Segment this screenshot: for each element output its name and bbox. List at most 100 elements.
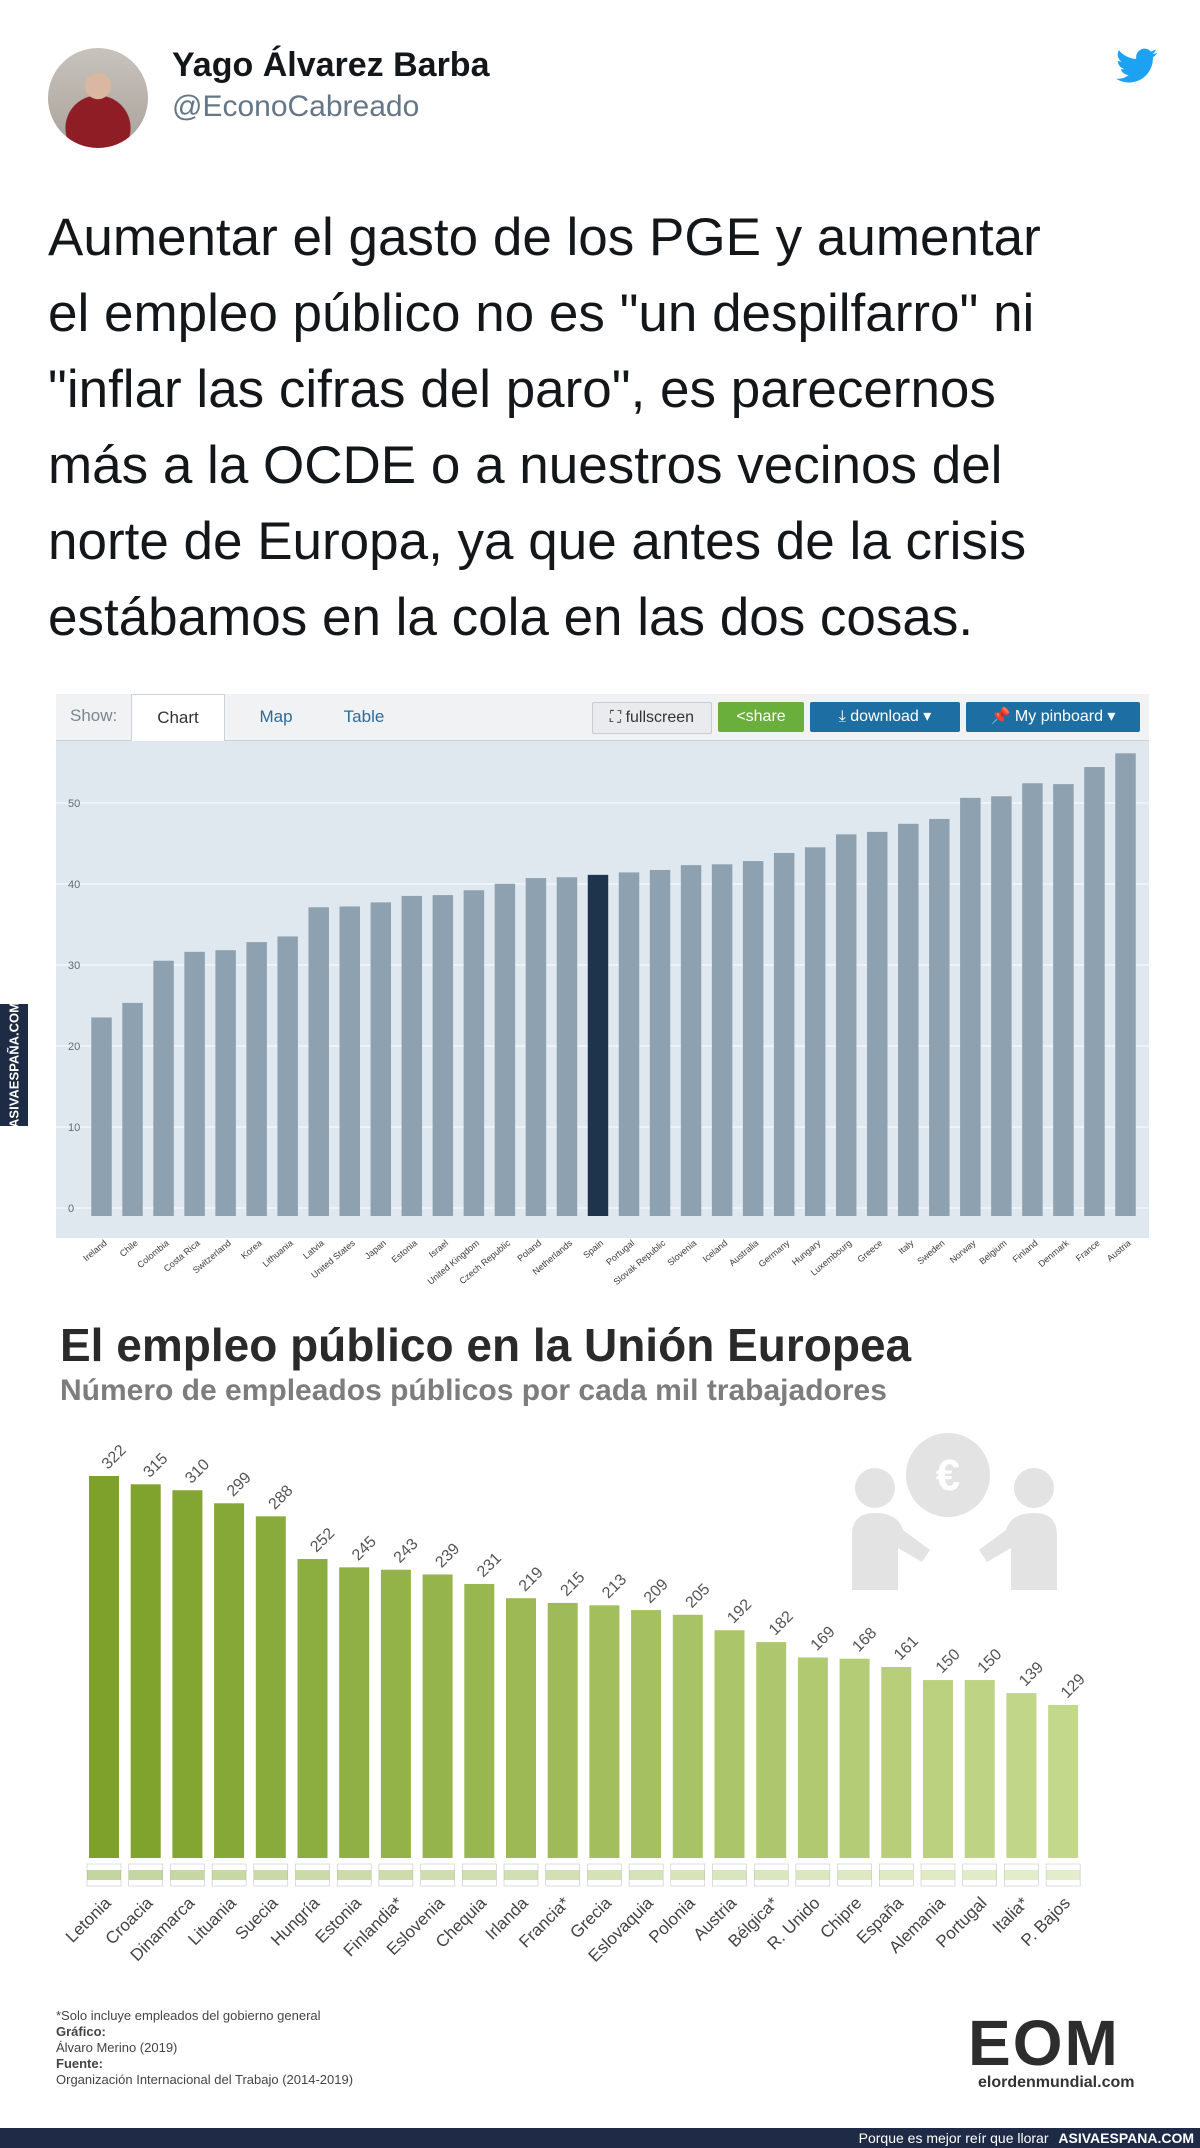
bar-austria[interactable] (1115, 753, 1136, 1216)
data-label: 161 (891, 1633, 922, 1664)
avatar[interactable] (48, 48, 148, 148)
bar-portugal[interactable] (964, 1680, 995, 1858)
bar-runido[interactable] (797, 1657, 828, 1858)
share-button[interactable]: <share (718, 702, 804, 732)
euro-symbol: € (936, 1451, 960, 1500)
bar-poland[interactable] (525, 878, 547, 1216)
flag-belgium-icon (753, 1863, 789, 1887)
eom-logo-letters: EOM (968, 2007, 1120, 2079)
bar-italy[interactable] (898, 823, 919, 1216)
bar-hungary[interactable] (804, 847, 826, 1216)
bar-irlanda[interactable] (506, 1598, 536, 1858)
bar-costa-rica[interactable] (184, 951, 205, 1216)
flag-stripe (504, 1870, 538, 1880)
chart-credit-label: Gráfico: (56, 2024, 106, 2039)
bar-finlandia[interactable] (380, 1569, 411, 1858)
author-name[interactable]: Yago Álvarez Barba (172, 46, 490, 84)
bar-israel[interactable] (432, 895, 454, 1216)
bar-estonia[interactable] (339, 1567, 370, 1858)
bar-united-states[interactable] (339, 906, 360, 1216)
fullscreen-button[interactable]: ⛶ fullscreen (592, 702, 712, 734)
bar-sweden[interactable] (929, 818, 950, 1216)
bar-suecia[interactable] (255, 1516, 286, 1858)
bar-switzerland[interactable] (215, 950, 236, 1216)
show-label: Show: (70, 706, 118, 725)
tab-chart[interactable]: Chart (131, 694, 225, 741)
bar-luxembourg[interactable] (835, 834, 857, 1216)
flag-austria-icon (712, 1863, 747, 1887)
bar-chipre[interactable] (839, 1658, 870, 1858)
bar-eslovenia[interactable] (422, 1574, 453, 1858)
bar-finland[interactable] (1022, 783, 1043, 1216)
bar-polonia[interactable] (672, 1614, 703, 1858)
y-tick-label: 30 (68, 960, 80, 972)
bar-france[interactable] (1084, 767, 1105, 1216)
bar-korea[interactable] (246, 942, 267, 1216)
bar-slovak-republic[interactable] (649, 869, 671, 1216)
share-icon: < (736, 708, 746, 725)
bar-greece[interactable] (867, 831, 888, 1216)
data-label: 192 (724, 1596, 755, 1627)
bar-colombia[interactable] (153, 960, 174, 1216)
bar-hungra[interactable] (297, 1559, 328, 1858)
bar-croacia[interactable] (130, 1484, 161, 1858)
x-tick-label: Greece (855, 1238, 884, 1265)
bar-blgica[interactable] (756, 1642, 787, 1858)
bar-norway[interactable] (960, 797, 981, 1216)
bar-australia[interactable] (742, 861, 764, 1216)
flag-croatia-icon (128, 1863, 163, 1887)
bar-latvia[interactable] (308, 907, 329, 1216)
pinboard-label: My pinboard ▾ (1014, 708, 1116, 725)
bar-espaa[interactable] (881, 1667, 912, 1858)
x-tick-label: Italy (896, 1238, 915, 1256)
tab-map[interactable]: Map (259, 707, 293, 726)
bar-portugal[interactable] (618, 872, 640, 1216)
bar-lituania[interactable] (214, 1503, 245, 1858)
flag-stripe (462, 1870, 497, 1880)
bar-ireland[interactable] (91, 1017, 112, 1216)
bar-pbajos[interactable] (1048, 1704, 1079, 1858)
bar-spain[interactable] (587, 874, 609, 1216)
footer-site: ASIVAESPANA.COM (1058, 2130, 1194, 2146)
bar-dinamarca[interactable] (172, 1490, 203, 1858)
chart-toolbar: Show: Chart Map Table ⛶ fullscreen <shar… (56, 694, 1149, 741)
flag-poland-icon (670, 1863, 706, 1887)
bar-slovenia[interactable] (680, 865, 702, 1216)
fullscreen-icon: ⛶ (609, 709, 622, 726)
bar-chequia[interactable] (464, 1583, 495, 1858)
download-button[interactable]: ⤓ download ▾ (810, 702, 960, 732)
author-handle[interactable]: @EconoCabreado (172, 90, 420, 123)
bar-denmark[interactable] (1053, 784, 1074, 1216)
tweet-text-line: Aumentar el gasto de los PGE y aumentar (48, 208, 1041, 267)
bar-lithuania[interactable] (277, 936, 298, 1216)
bar-iceland[interactable] (711, 864, 733, 1216)
oecd-bar-chart: 0 10 20 30 40 50 (56, 753, 1149, 1216)
bar-chile[interactable] (122, 1002, 143, 1216)
bar-letonia[interactable] (89, 1476, 119, 1858)
bar-germany[interactable] (773, 852, 795, 1216)
bar-belgium[interactable] (991, 796, 1012, 1216)
bar-italia[interactable] (1006, 1693, 1037, 1858)
twitter-bird-icon[interactable] (1116, 48, 1158, 84)
bar-czech-republic[interactable] (494, 883, 516, 1216)
data-label: 182 (766, 1608, 797, 1639)
bar-grecia[interactable] (589, 1605, 620, 1858)
bar-japan[interactable] (370, 902, 392, 1216)
bar-estonia[interactable] (401, 895, 423, 1216)
data-label: 322 (99, 1442, 130, 1473)
flag-stripe (253, 1870, 288, 1880)
bar-united-kingdom[interactable] (463, 890, 485, 1216)
data-label: 245 (349, 1533, 380, 1564)
bar-austria[interactable] (714, 1630, 745, 1858)
bar-francia[interactable] (547, 1602, 578, 1858)
bar-alemania[interactable] (923, 1680, 953, 1858)
tab-table[interactable]: Table (343, 707, 385, 726)
bar-netherlands[interactable] (556, 877, 578, 1216)
y-tick-label: 50 (68, 798, 80, 810)
x-tick-label: Austria (1105, 1238, 1133, 1264)
bar-eslovaquia[interactable] (631, 1610, 662, 1858)
pinboard-button[interactable]: 📌 My pinboard ▾ (966, 702, 1140, 732)
flag-netherlands-icon (1045, 1863, 1081, 1887)
flag-greece-icon (587, 1863, 622, 1887)
flag-italy-icon (1004, 1863, 1039, 1887)
